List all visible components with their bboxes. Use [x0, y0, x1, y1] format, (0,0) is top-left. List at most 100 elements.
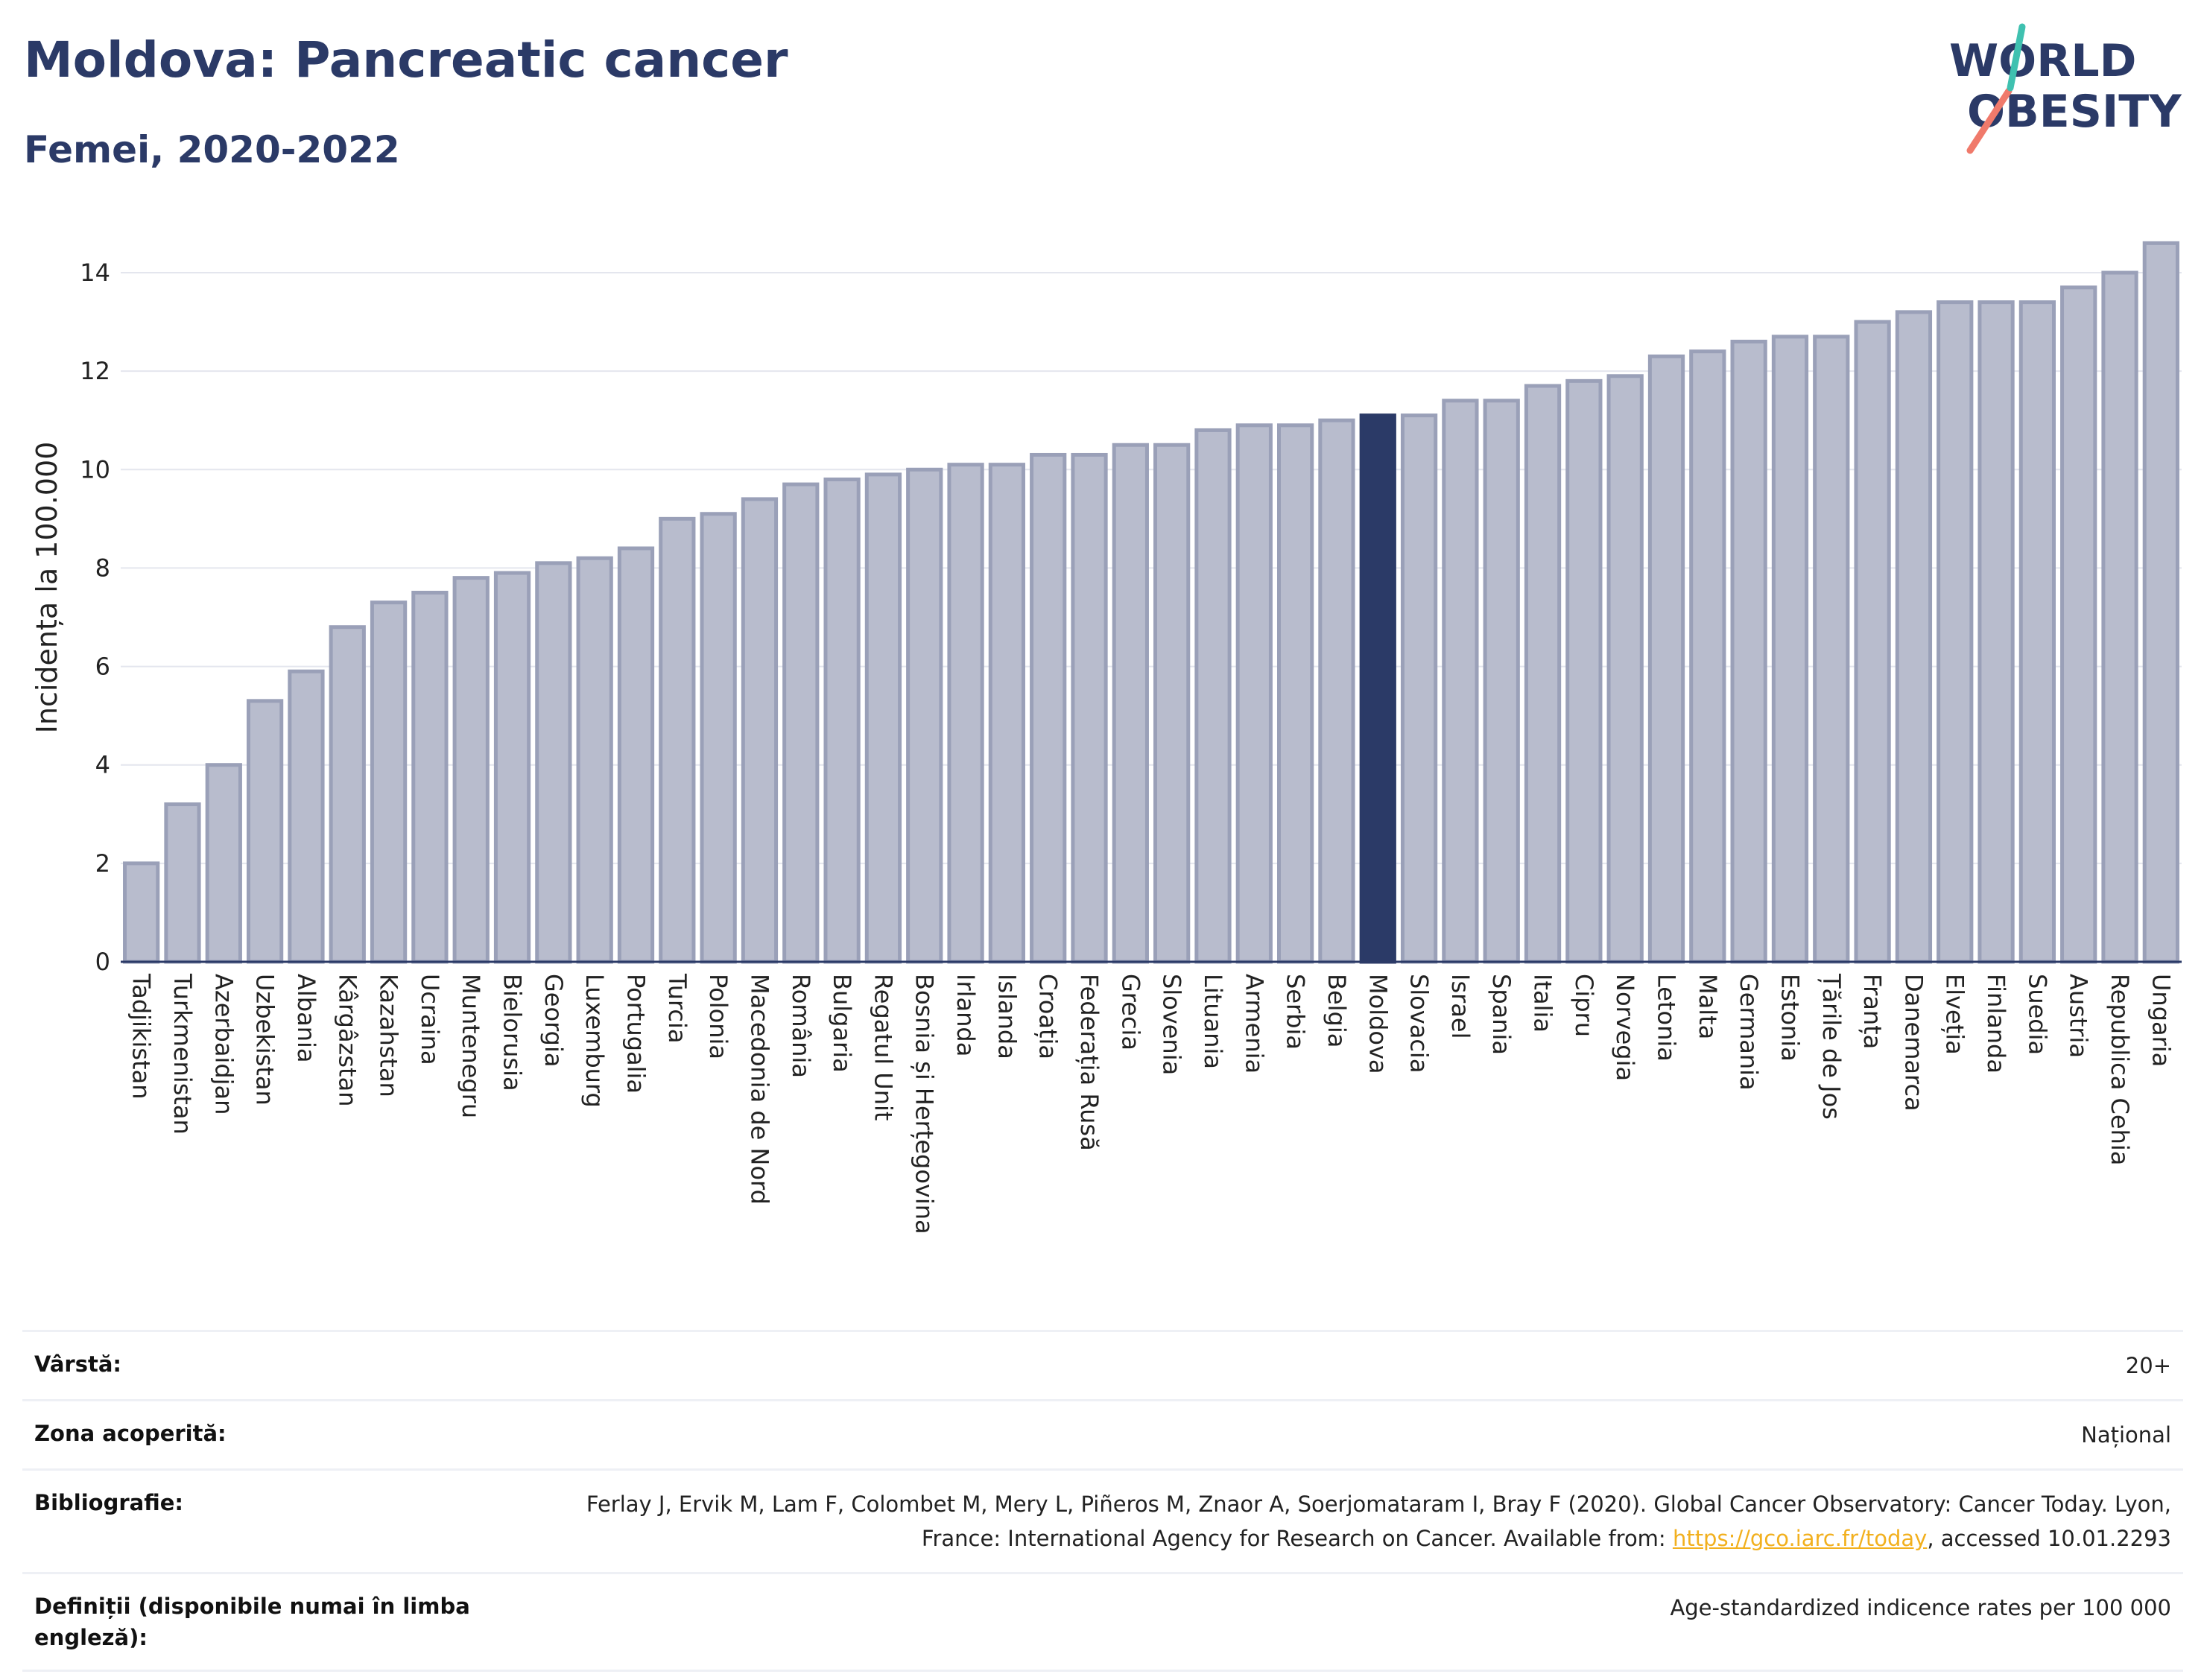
- x-tick-label: Kazahstan: [375, 974, 403, 1097]
- x-tick-label: Turkmenistan: [168, 973, 197, 1135]
- bar: [1730, 340, 1767, 964]
- page-subtitle: Femei, 2020-2022: [24, 128, 400, 171]
- info-table: Vârstă: 20+ Zona acoperită: Național Bib…: [22, 1330, 2183, 1672]
- info-value-bibliography: Ferlay J, Ervik M, Lam F, Colombet M, Me…: [532, 1487, 2171, 1556]
- bar: [288, 669, 325, 964]
- x-tick-label: Portugalia: [622, 974, 650, 1094]
- bar: [1937, 300, 1974, 964]
- x-tick-label: Albania: [292, 974, 320, 1062]
- bibliography-text: Ferlay J, Ervik M, Lam F, Colombet M, Me…: [586, 1492, 2171, 1551]
- bar: [2060, 285, 2097, 964]
- x-tick-label: Armenia: [1240, 974, 1268, 1074]
- x-tick-label: Letonia: [1653, 974, 1681, 1062]
- logo-slash-accent: [1966, 87, 2013, 154]
- x-tick-label: Moldova: [1364, 974, 1392, 1074]
- bar: [1647, 354, 1685, 964]
- x-tick-label: Bielorusia: [498, 974, 527, 1091]
- x-tick-label: Islanda: [992, 974, 1021, 1059]
- x-tick-label: Norvegia: [1611, 974, 1639, 1081]
- bar: [947, 463, 984, 964]
- y-tick-label: 12: [80, 357, 110, 385]
- bar: [205, 763, 242, 964]
- bar: [411, 590, 449, 964]
- bar: [1030, 452, 1067, 964]
- x-tick-label: Ungaria: [2147, 974, 2175, 1067]
- x-tick-label: Croația: [1034, 974, 1063, 1059]
- x-tick-label: Tadjikistan: [127, 973, 156, 1099]
- bar: [493, 571, 531, 964]
- y-tick-label: 0: [95, 948, 110, 976]
- bar: [1318, 418, 1355, 964]
- x-tick-label: Franța: [1858, 974, 1887, 1049]
- x-tick-label: Bulgaria: [828, 974, 856, 1073]
- bar: [1771, 335, 1809, 964]
- info-label-definitions: Definiții (disponibile numai în limba en…: [34, 1594, 470, 1650]
- info-row-definitions: Definiții (disponibile numai în limba en…: [22, 1574, 2183, 1672]
- x-tick-label: Malta: [1694, 974, 1722, 1039]
- bar: [1524, 384, 1562, 964]
- bar: [2142, 241, 2179, 964]
- bar: [1442, 399, 1479, 964]
- info-row-bibliography: Bibliografie: Ferlay J, Ervik M, Lam F, …: [22, 1471, 2183, 1574]
- info-row-coverage: Zona acoperită: Național: [22, 1401, 2183, 1471]
- x-tick-label: Irlanda: [951, 974, 980, 1056]
- x-tick-label: Israel: [1446, 974, 1475, 1039]
- info-value-definitions: Age-standardized indicence rates per 100…: [1670, 1595, 2171, 1620]
- y-tick-label: 2: [95, 849, 110, 878]
- x-tick-label: Ucraina: [416, 974, 444, 1065]
- bar: [823, 478, 861, 964]
- x-axis-labels: Tadjikistan Turkmenistan Azerbaidjan Uzbeki…: [127, 973, 2176, 1234]
- x-tick-label: Polonia: [704, 974, 732, 1059]
- x-tick-label: Finlanda: [1982, 974, 2010, 1074]
- x-tick-label: Grecia: [1116, 974, 1144, 1050]
- bar: [123, 861, 160, 964]
- x-tick-label: Danemarca: [1899, 974, 1928, 1112]
- x-tick-label: Suedia: [2023, 974, 2051, 1055]
- y-axis-ticks: 0 2 4 6 8 10 12 14: [80, 259, 110, 976]
- bar-chart: 0 2 4 6 8 10 12 14 Tadjikistan Turkmenistan Azerb…: [31, 241, 2182, 1234]
- bar: [864, 472, 902, 964]
- bar: [700, 512, 737, 964]
- info-label-bibliography: Bibliografie:: [34, 1490, 183, 1515]
- x-tick-label: Țările de Jos: [1817, 973, 1846, 1120]
- bar: [1153, 443, 1191, 964]
- y-tick-label: 6: [95, 653, 110, 681]
- bar: [246, 699, 284, 964]
- bar: [782, 482, 820, 964]
- bar: [617, 546, 655, 964]
- bibliography-link[interactable]: https://gco.iarc.fr/today: [1672, 1526, 1928, 1551]
- x-tick-label: Belgia: [1323, 974, 1351, 1047]
- bar: [1235, 423, 1273, 964]
- bar: [1895, 310, 1933, 964]
- x-tick-label: Spania: [1487, 974, 1516, 1055]
- x-tick-label: Elveția: [1941, 974, 1969, 1055]
- bar: [1400, 413, 1438, 964]
- x-tick-label: Estonia: [1776, 974, 1804, 1062]
- bar: [2101, 270, 2138, 964]
- x-tick-label: Regatul Unit: [869, 974, 897, 1120]
- x-tick-label: Georgia: [539, 974, 568, 1067]
- x-tick-label: Azerbaidjan: [209, 974, 238, 1115]
- bar: [988, 463, 1026, 964]
- logo-slash-accent-2: [2007, 23, 2026, 92]
- bar: [1854, 320, 1891, 964]
- x-tick-label: Muntenegru: [457, 974, 485, 1118]
- info-label-age: Vârstă:: [34, 1351, 122, 1377]
- info-label-coverage: Zona acoperită:: [34, 1421, 227, 1446]
- bar: [2018, 300, 2056, 964]
- x-tick-label: Germania: [1735, 974, 1763, 1091]
- x-tick-label: Turcia: [663, 973, 691, 1044]
- y-axis-title: Incidența la 100.000: [31, 442, 63, 734]
- bar: [1606, 374, 1644, 964]
- bar: [1813, 335, 1850, 964]
- page-title: Moldova: Pancreatic cancer: [24, 31, 788, 89]
- bar: [329, 625, 366, 964]
- y-tick-label: 8: [95, 554, 110, 582]
- x-tick-label: Cipru: [1570, 974, 1598, 1037]
- bar: [1565, 378, 1603, 964]
- bibliography-accessed: , accessed 10.01.2293: [1927, 1526, 2171, 1551]
- info-row-age: Vârstă: 20+: [22, 1332, 2183, 1401]
- x-tick-label: Bosnia și Herțegovina: [911, 974, 939, 1234]
- x-tick-label: Kârgâzstan: [333, 974, 361, 1106]
- x-tick-label: Slovacia: [1405, 974, 1434, 1073]
